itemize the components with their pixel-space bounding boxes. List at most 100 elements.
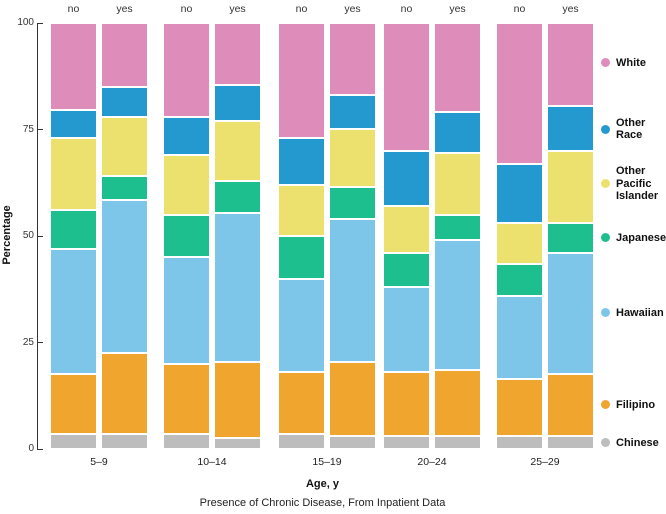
bar-label-no-20–24: no xyxy=(400,3,413,15)
legend-dot-other-pacific-islander xyxy=(601,179,610,189)
stacked-bar-10–14-no xyxy=(163,23,210,449)
stacked-bar-25–29-yes xyxy=(547,23,594,449)
x-category-label-20–24: 20–24 xyxy=(417,456,447,468)
bar-segment-chinese-25–29-no xyxy=(496,436,543,449)
bar-segment-japanese-25–29-yes xyxy=(547,223,594,253)
bar-segment-white-15–19-yes xyxy=(329,23,376,96)
legend-label: Other Race xyxy=(616,116,646,142)
legend-dot-white xyxy=(601,58,610,68)
bar-segment-chinese-10–14-yes xyxy=(214,438,261,449)
legend-label: White xyxy=(616,56,646,69)
stacked-bar-20–24-no xyxy=(383,23,430,449)
bar-segment-other-pacific-islander-15–19-no xyxy=(278,184,325,236)
bar-segment-japanese-10–14-no xyxy=(163,214,210,258)
legend-label: Other Pacific Islander xyxy=(616,165,659,202)
y-tick-mark-0 xyxy=(37,448,43,450)
legend-entry-chinese: Chinese xyxy=(601,437,659,450)
legend-dot-other-race xyxy=(601,124,610,134)
bar-segment-filipino-20–24-no xyxy=(383,372,430,437)
bar-segment-hawaiian-15–19-yes xyxy=(329,218,376,362)
bar-label-yes-25–29: yes xyxy=(562,3,579,15)
x-axis-title: Age, y xyxy=(305,478,339,490)
x-category-label-5–9: 5–9 xyxy=(90,456,108,468)
bar-segment-other-pacific-islander-25–29-yes xyxy=(547,150,594,224)
bar-segment-other-pacific-islander-5–9-no xyxy=(50,138,97,211)
bar-segment-white-10–14-yes xyxy=(214,23,261,85)
bar-segment-white-20–24-no xyxy=(383,23,430,151)
bar-segment-chinese-25–29-yes xyxy=(547,436,594,449)
bar-segment-other-race-15–19-no xyxy=(278,138,325,185)
bar-segment-other-race-25–29-no xyxy=(496,163,543,224)
bar-segment-japanese-10–14-yes xyxy=(214,180,261,213)
bar-segment-other-pacific-islander-20–24-no xyxy=(383,206,430,254)
bar-segment-filipino-5–9-no xyxy=(50,374,97,435)
bar-label-no-5–9: no xyxy=(67,3,80,15)
bar-segment-other-pacific-islander-10–14-yes xyxy=(214,120,261,181)
stacked-bar-5–9-yes xyxy=(101,23,148,449)
bar-label-no-10–14: no xyxy=(180,3,193,15)
bar-segment-other-race-20–24-no xyxy=(383,150,430,207)
bar-segment-hawaiian-5–9-no xyxy=(50,248,97,375)
bar-segment-japanese-5–9-no xyxy=(50,210,97,249)
legend-label: Hawaiian xyxy=(616,306,664,319)
bar-segment-filipino-10–14-yes xyxy=(214,361,261,439)
y-tick-mark-100 xyxy=(37,22,43,24)
bar-segment-hawaiian-15–19-no xyxy=(278,278,325,373)
bar-label-yes-5–9: yes xyxy=(116,3,133,15)
bar-label-yes-10–14: yes xyxy=(229,3,246,15)
bar-segment-white-25–29-yes xyxy=(547,23,594,107)
stacked-bar-5–9-no xyxy=(50,23,97,449)
bar-segment-white-5–9-yes xyxy=(101,23,148,87)
bar-segment-filipino-15–19-no xyxy=(278,372,325,435)
legend-entry-hawaiian: Hawaiian xyxy=(601,307,664,320)
y-tick-label-25: 25 xyxy=(22,336,34,348)
bar-segment-filipino-25–29-no xyxy=(496,378,543,437)
x-category-label-15–19: 15–19 xyxy=(312,456,342,468)
bar-label-yes-20–24: yes xyxy=(449,3,466,15)
bar-segment-hawaiian-25–29-no xyxy=(496,295,543,379)
bar-segment-chinese-10–14-no xyxy=(163,434,210,449)
bar-segment-hawaiian-10–14-no xyxy=(163,257,210,364)
bar-segment-chinese-15–19-no xyxy=(278,434,325,449)
legend-entry-filipino: Filipino xyxy=(601,399,655,412)
bar-segment-hawaiian-20–24-no xyxy=(383,287,430,373)
y-tick-mark-75 xyxy=(37,129,43,130)
bar-segment-other-race-25–29-yes xyxy=(547,106,594,151)
bar-label-yes-15–19: yes xyxy=(344,3,361,15)
bar-segment-other-pacific-islander-5–9-yes xyxy=(101,116,148,177)
bar-segment-chinese-20–24-no xyxy=(383,436,430,449)
legend-entry-white: White xyxy=(601,57,646,70)
bar-segment-white-15–19-no xyxy=(278,23,325,139)
bar-segment-filipino-25–29-yes xyxy=(547,374,594,437)
legend-entry-other-race: Other Race xyxy=(601,117,645,142)
bar-segment-japanese-5–9-yes xyxy=(101,176,148,200)
bar-segment-chinese-5–9-yes xyxy=(101,434,148,449)
y-tick-mark-25 xyxy=(37,342,43,343)
legend-dot-japanese xyxy=(601,233,610,243)
bar-segment-other-pacific-islander-20–24-yes xyxy=(434,152,481,215)
legend-dot-chinese xyxy=(601,438,610,448)
x-category-label-10–14: 10–14 xyxy=(197,456,227,468)
stacked-bar-25–29-no xyxy=(496,23,543,449)
chart-caption: Presence of Chronic Disease, From Inpati… xyxy=(199,497,446,509)
bar-segment-white-25–29-no xyxy=(496,23,543,164)
stacked-bar-20–24-yes xyxy=(434,23,481,449)
legend-dot-hawaiian xyxy=(601,308,610,318)
bar-segment-white-5–9-no xyxy=(50,23,97,111)
legend-label: Japanese xyxy=(616,231,666,244)
bar-segment-chinese-15–19-yes xyxy=(329,436,376,449)
y-tick-label-75: 75 xyxy=(22,123,34,135)
bar-segment-other-race-5–9-no xyxy=(50,110,97,139)
bar-segment-japanese-20–24-yes xyxy=(434,214,481,241)
bar-segment-japanese-15–19-no xyxy=(278,235,325,279)
y-tick-label-50: 50 xyxy=(22,230,34,241)
bar-segment-other-race-5–9-yes xyxy=(101,86,148,117)
bar-segment-filipino-20–24-yes xyxy=(434,370,481,437)
bar-segment-white-20–24-yes xyxy=(434,23,481,113)
bar-segment-hawaiian-20–24-yes xyxy=(434,240,481,371)
bar-segment-hawaiian-25–29-yes xyxy=(547,253,594,375)
bar-segment-filipino-10–14-no xyxy=(163,363,210,435)
bar-segment-filipino-15–19-yes xyxy=(329,361,376,437)
legend-entry-japanese: Japanese xyxy=(601,232,666,245)
